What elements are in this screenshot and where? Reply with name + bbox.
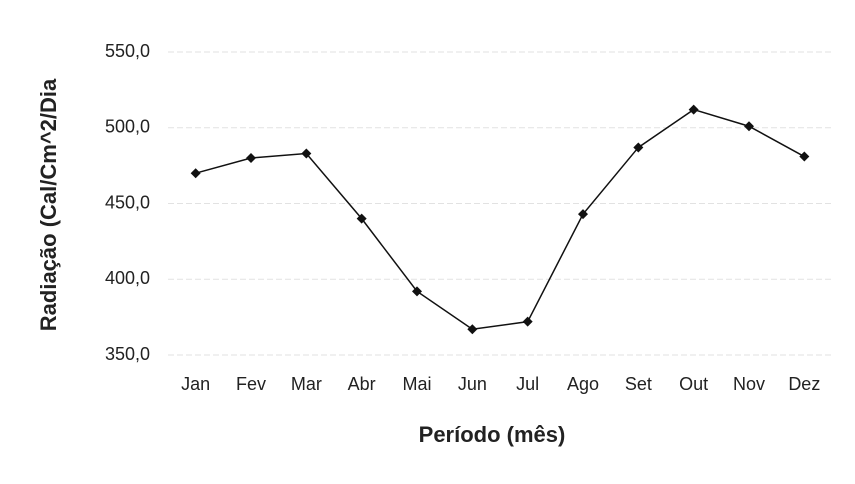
x-tick-label: Abr xyxy=(348,374,376,394)
x-tick-label: Out xyxy=(679,374,708,394)
marker xyxy=(246,153,256,164)
y-tick-label: 400,0 xyxy=(105,268,150,288)
x-tick-label: Set xyxy=(625,374,652,394)
marker xyxy=(467,324,478,335)
marker xyxy=(744,121,754,132)
x-tick-label: Jan xyxy=(181,374,210,394)
x-tick-label: Jun xyxy=(458,374,487,394)
marker xyxy=(578,209,588,220)
marker xyxy=(412,286,422,297)
x-tick-label: Nov xyxy=(733,374,765,394)
x-tick-label: Mar xyxy=(291,374,322,394)
x-tick-label: Mai xyxy=(402,374,431,394)
marker xyxy=(633,142,644,153)
marker xyxy=(301,148,312,159)
y-axis-title: Radiação (Cal/Cm^2/Dia xyxy=(36,78,61,331)
x-tick-label: Dez xyxy=(788,374,820,394)
marker xyxy=(799,151,810,162)
marker xyxy=(356,213,367,224)
x-tick-label: Fev xyxy=(236,374,266,394)
x-tick-label: Jul xyxy=(516,374,539,394)
x-tick-label: Ago xyxy=(567,374,599,394)
y-tick-label: 450,0 xyxy=(105,192,150,212)
y-tick-label: 550,0 xyxy=(105,41,150,61)
marker xyxy=(190,168,201,179)
marker xyxy=(522,316,533,327)
y-tick-label: 500,0 xyxy=(105,117,150,137)
line xyxy=(195,108,805,331)
x-axis-title: Período (mês) xyxy=(419,422,566,447)
y-tick-label: 350,0 xyxy=(105,344,150,364)
marker xyxy=(688,104,699,115)
